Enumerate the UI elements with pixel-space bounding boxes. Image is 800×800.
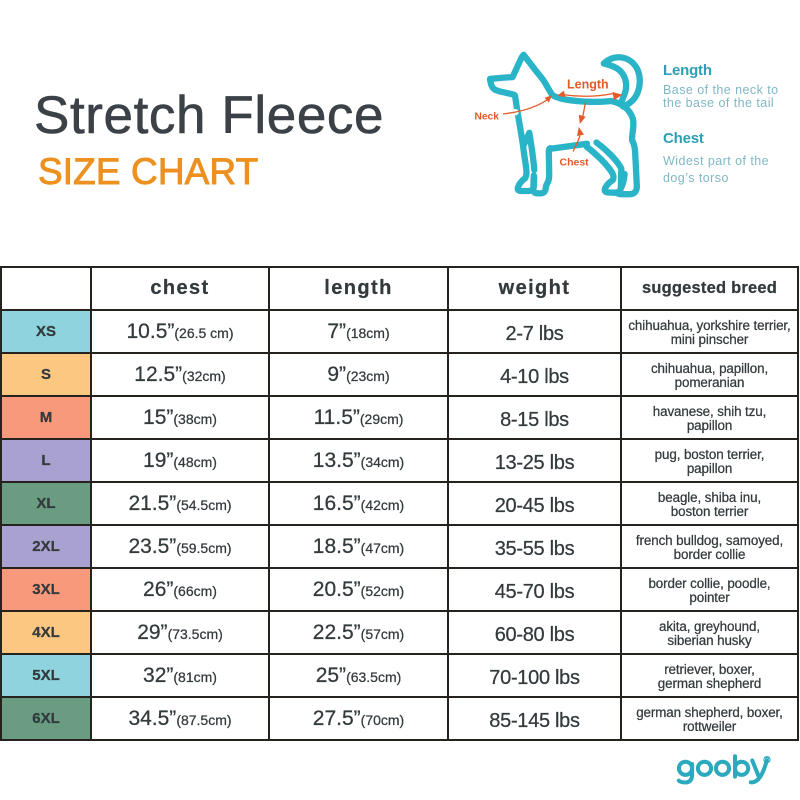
svg-text:Neck: Neck	[475, 111, 500, 122]
svg-text:Chest: Chest	[560, 157, 590, 169]
svg-text:Length: Length	[567, 78, 609, 92]
